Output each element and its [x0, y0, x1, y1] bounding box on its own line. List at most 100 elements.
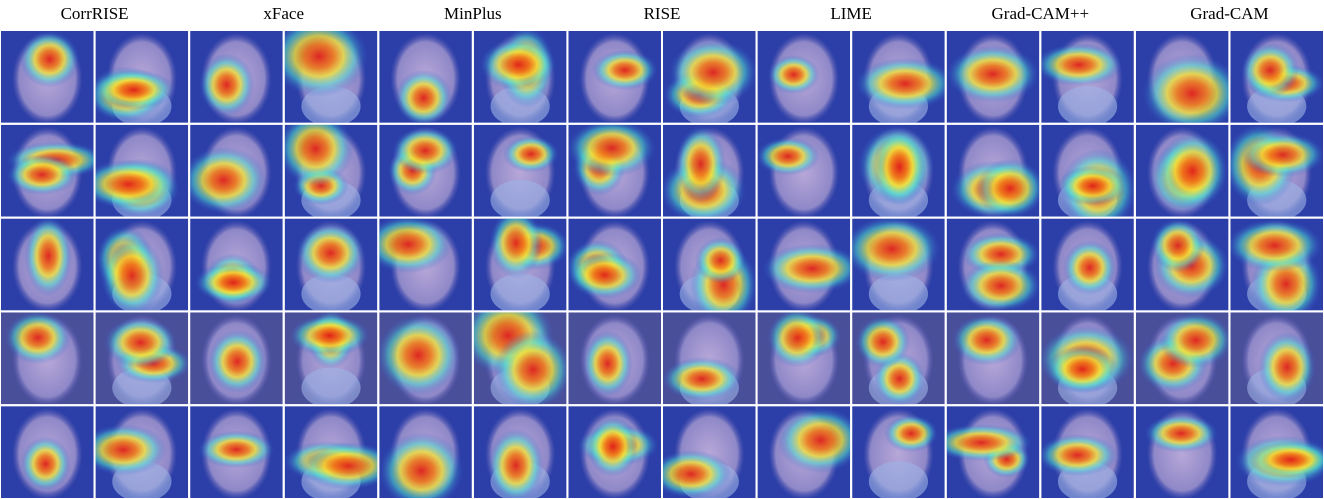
heat-spot — [25, 216, 72, 297]
method-label: CorrRISE — [61, 4, 129, 23]
saliency-image — [843, 216, 945, 314]
heat-spot — [567, 119, 655, 176]
saliency-image — [660, 125, 755, 224]
image-content — [87, 31, 188, 126]
saliency-image — [568, 312, 661, 406]
heat-spot — [494, 330, 572, 409]
saliency-image — [190, 31, 283, 125]
saliency-image — [80, 125, 188, 220]
image-content — [190, 312, 283, 406]
heat-spot — [1037, 434, 1117, 476]
image-content — [474, 406, 567, 499]
saliency-image — [650, 406, 755, 499]
heat-spot — [20, 31, 80, 88]
image-content — [379, 406, 472, 499]
heat-spot — [80, 160, 176, 209]
image-content — [80, 406, 188, 499]
saliency-image — [461, 294, 572, 409]
saliency-image — [852, 312, 945, 407]
heat-spot — [695, 237, 746, 283]
image-content — [567, 119, 661, 218]
heat-spot — [92, 70, 175, 110]
heat-spot — [1142, 54, 1242, 133]
heat-spot — [1241, 43, 1299, 98]
image-content — [1041, 219, 1134, 314]
saliency-image — [946, 31, 1039, 125]
image-content — [1224, 124, 1324, 221]
image-content — [568, 31, 661, 125]
heat-spot — [364, 216, 451, 274]
saliency-image — [852, 31, 955, 126]
image-content — [852, 312, 945, 407]
image-content — [756, 125, 850, 219]
saliency-image — [758, 31, 851, 125]
heat-spot — [270, 16, 368, 97]
image-content — [1035, 31, 1134, 126]
heat-spot — [392, 127, 458, 174]
heat-spot — [488, 429, 544, 499]
image-content — [758, 219, 863, 313]
image-content — [1, 125, 106, 219]
image-content — [1230, 406, 1324, 499]
heat-spot — [768, 55, 819, 94]
heat-spot — [503, 136, 558, 173]
saliency-image — [568, 31, 661, 125]
image-content — [379, 31, 472, 126]
image-content — [1038, 312, 1134, 407]
saliency-image — [87, 31, 188, 126]
heat-spot — [5, 311, 71, 364]
saliency-image — [930, 406, 1039, 499]
heat-spot — [568, 252, 642, 299]
saliency-image — [181, 125, 283, 219]
saliency-image — [96, 219, 189, 315]
image-content — [377, 312, 472, 406]
heat-spot — [843, 216, 940, 281]
heat-spot — [650, 450, 731, 498]
image-content — [96, 219, 189, 315]
saliency-image — [1, 31, 94, 125]
heat-spot — [961, 260, 1041, 312]
image-content — [285, 219, 378, 314]
heat-spot — [198, 431, 275, 468]
image-content — [474, 26, 567, 127]
heat-spot — [1035, 43, 1123, 86]
saliency-image — [663, 31, 757, 126]
image-content — [660, 125, 755, 224]
saliency-image — [947, 125, 1045, 219]
image-content — [663, 219, 757, 326]
saliency-image — [568, 406, 661, 499]
saliency-image — [1136, 125, 1229, 219]
image-content — [80, 125, 188, 220]
mask — [491, 180, 550, 220]
image-content — [190, 31, 283, 125]
heat-spot — [675, 126, 726, 203]
heat-spot — [587, 416, 638, 477]
heat-spot — [952, 314, 1021, 365]
saliency-image — [190, 312, 283, 406]
heat-spot — [1063, 240, 1116, 295]
method-label: RISE — [644, 4, 681, 23]
image-content — [662, 312, 755, 407]
image-content — [568, 312, 661, 406]
saliency-image — [1136, 31, 1242, 133]
saliency-image — [379, 406, 472, 499]
image-content — [1, 216, 94, 313]
image-content — [1136, 406, 1229, 499]
mask — [491, 274, 550, 314]
heat-spot — [100, 236, 163, 314]
saliency-image — [567, 119, 661, 218]
image-content — [568, 406, 661, 499]
image-content — [1, 406, 94, 499]
image-content — [461, 294, 572, 409]
saliency-image — [1136, 406, 1229, 499]
heat-spot — [208, 330, 266, 394]
saliency-image — [1037, 406, 1134, 499]
heat-spot — [1144, 414, 1218, 452]
image-content — [1136, 125, 1229, 219]
saliency-image — [270, 16, 377, 127]
saliency-image — [474, 208, 569, 314]
heat-spot — [1151, 219, 1205, 273]
saliency-image — [190, 406, 283, 499]
saliency-image — [663, 219, 757, 326]
heat-spot — [1157, 132, 1228, 209]
